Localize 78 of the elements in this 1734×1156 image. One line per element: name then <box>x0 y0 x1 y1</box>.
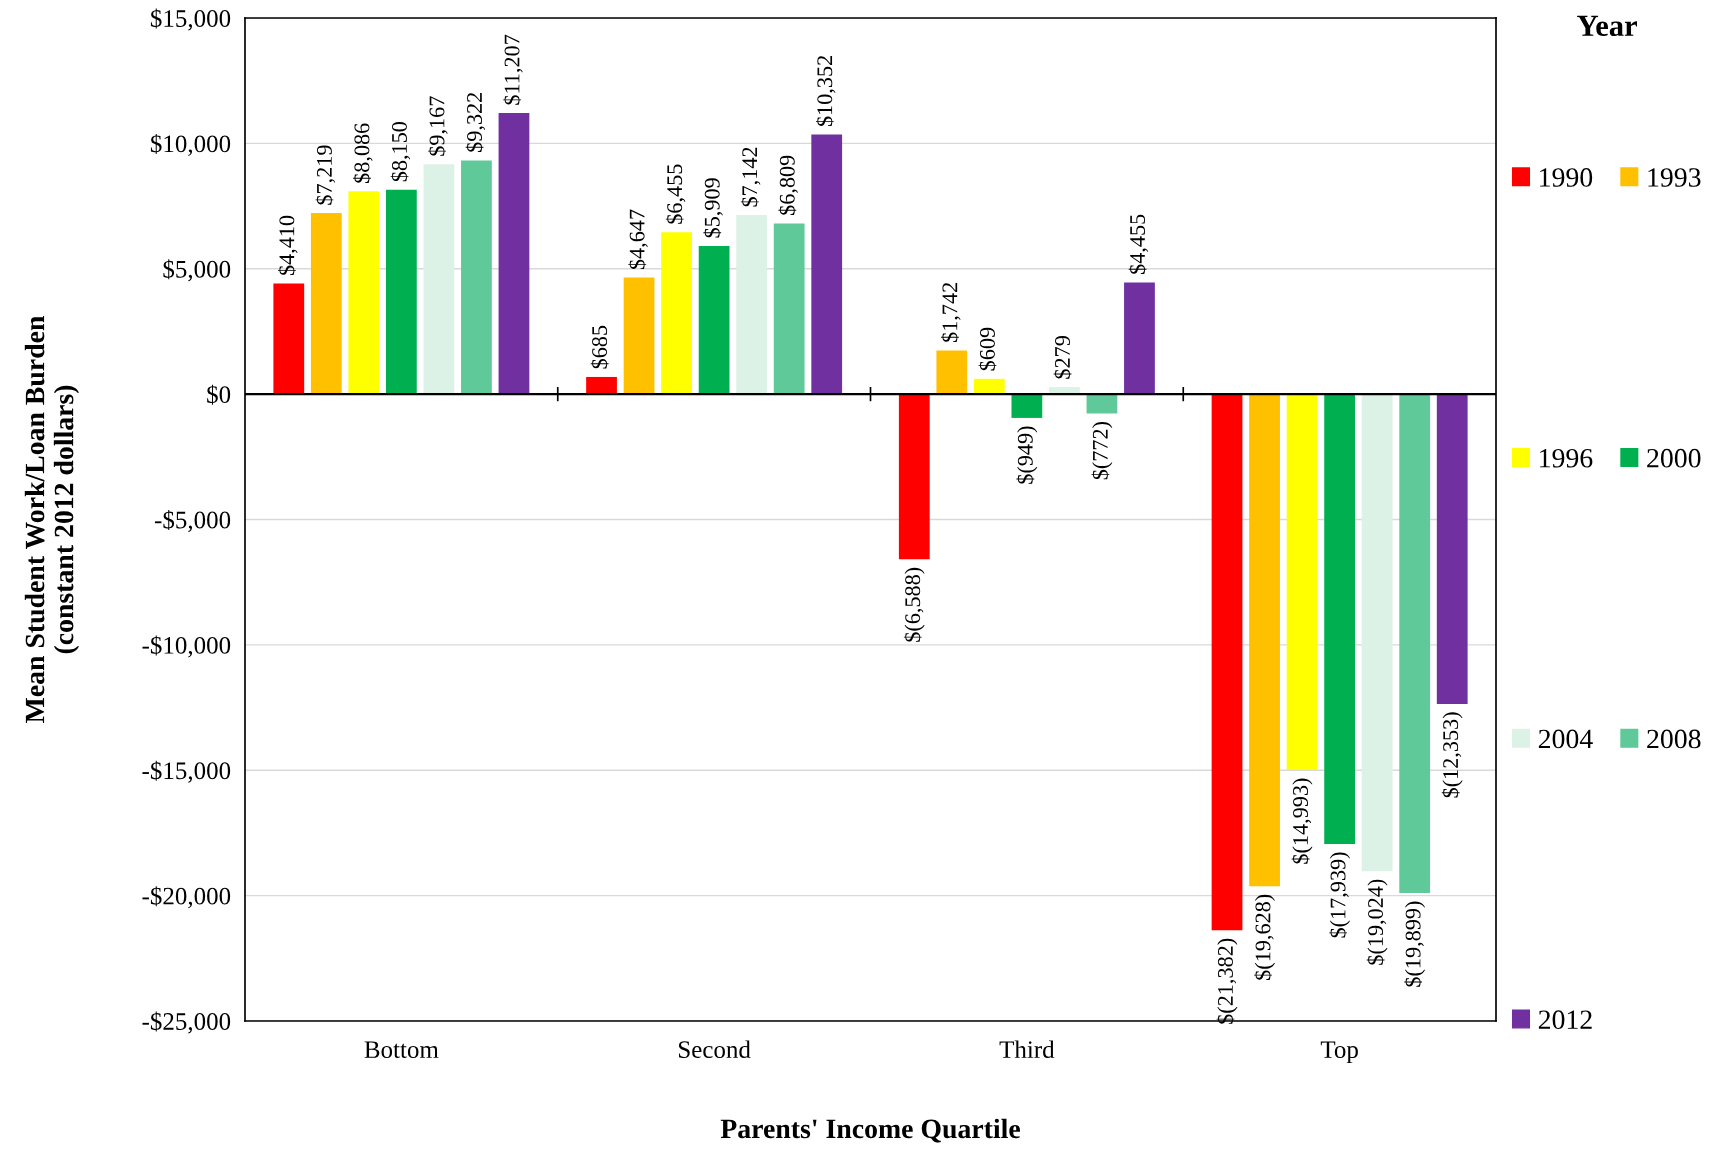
x-tick-label: Top <box>1320 1041 1358 1064</box>
bar <box>1324 394 1356 844</box>
bar <box>1361 394 1393 872</box>
data-label: $7,219 <box>315 145 336 205</box>
data-label: $11,207 <box>503 34 523 105</box>
data-label: $1,742 <box>941 283 961 342</box>
data-label: $6,455 <box>665 164 686 224</box>
x-tick-label: Bottom <box>364 1041 439 1059</box>
legend-label: 2008 <box>1647 729 1701 749</box>
y-tick-label: -$10,000 <box>142 635 231 658</box>
y-tick-label: $10,000 <box>150 133 231 156</box>
data-label: $(12,353) <box>1441 712 1463 798</box>
bar <box>1286 394 1318 771</box>
data-label: $5,909 <box>703 178 723 238</box>
bar <box>498 113 530 395</box>
data-label: $4,647 <box>628 209 648 270</box>
bar <box>661 232 692 395</box>
legend-label: 1996 <box>1540 448 1593 468</box>
y-tick-label: -$5,000 <box>154 510 231 533</box>
data-label: $609 <box>978 327 997 371</box>
bar <box>623 277 655 395</box>
data-label: $8,086 <box>353 123 373 183</box>
bar <box>1011 394 1043 418</box>
bar <box>1399 394 1431 894</box>
data-label: $(6,588) <box>903 567 925 642</box>
data-label: $(19,899) <box>1404 901 1426 987</box>
bar <box>423 164 455 395</box>
data-label: $(949) <box>1016 426 1038 484</box>
bar <box>348 191 380 395</box>
legend-label: 2000 <box>1647 448 1701 468</box>
bar <box>273 283 305 395</box>
y-tick-label: -$25,000 <box>142 1011 231 1034</box>
data-label: $7,142 <box>740 147 761 207</box>
data-label: $(21,382) <box>1216 938 1238 1024</box>
data-label: $6,809 <box>778 155 798 215</box>
legend-label: 1990 <box>1540 168 1593 187</box>
x-tick-label: Third <box>999 1040 1055 1059</box>
data-label: $4,410 <box>278 215 298 276</box>
data-label: $8,150 <box>390 121 411 182</box>
bar <box>1086 394 1118 414</box>
data-label: $9,322 <box>465 92 486 152</box>
x-axis-title: Parents' Income Quartile <box>720 1118 1020 1143</box>
bar <box>1436 394 1468 704</box>
bar <box>936 350 968 395</box>
bar <box>698 245 730 395</box>
bar <box>1124 282 1155 395</box>
legend-label: 1993 <box>1648 168 1701 187</box>
legend-title: Year <box>1577 15 1637 37</box>
data-label: $685 <box>590 325 609 369</box>
data-label: $(772) <box>1091 421 1113 480</box>
x-tick-label: Second <box>679 1040 751 1059</box>
data-label: $9,167 <box>428 96 448 156</box>
data-label: $(19,024) <box>1366 879 1388 965</box>
y-tick-label: -$15,000 <box>142 760 231 783</box>
y-tick-label: -$20,000 <box>142 886 231 909</box>
bar <box>811 134 843 395</box>
bar <box>1249 394 1280 887</box>
data-label: $4,455 <box>1128 214 1149 274</box>
bar <box>385 189 417 395</box>
legend-label: 2004 <box>1538 729 1593 749</box>
data-label: $10,352 <box>815 56 836 127</box>
bar <box>736 215 768 395</box>
y-tick-label: $5,000 <box>163 259 231 282</box>
bar <box>773 223 805 395</box>
data-label: $(17,939) <box>1329 852 1351 938</box>
data-label: $279 <box>1053 336 1072 379</box>
data-label: $(19,628) <box>1254 894 1275 980</box>
bar <box>973 378 1005 395</box>
bar <box>310 213 342 395</box>
legend-label: 2012 <box>1538 1010 1592 1030</box>
bar <box>898 394 930 560</box>
data-label: $(14,993) <box>1291 778 1313 864</box>
y-axis-title: Mean Student Work/Loan Burden (constant 2012 dollars) <box>24 316 80 723</box>
bar <box>1211 394 1243 931</box>
bar <box>461 160 492 395</box>
y-tick-label: $15,000 <box>150 8 231 31</box>
bar <box>586 376 617 395</box>
y-tick-label: $0 <box>207 384 231 405</box>
